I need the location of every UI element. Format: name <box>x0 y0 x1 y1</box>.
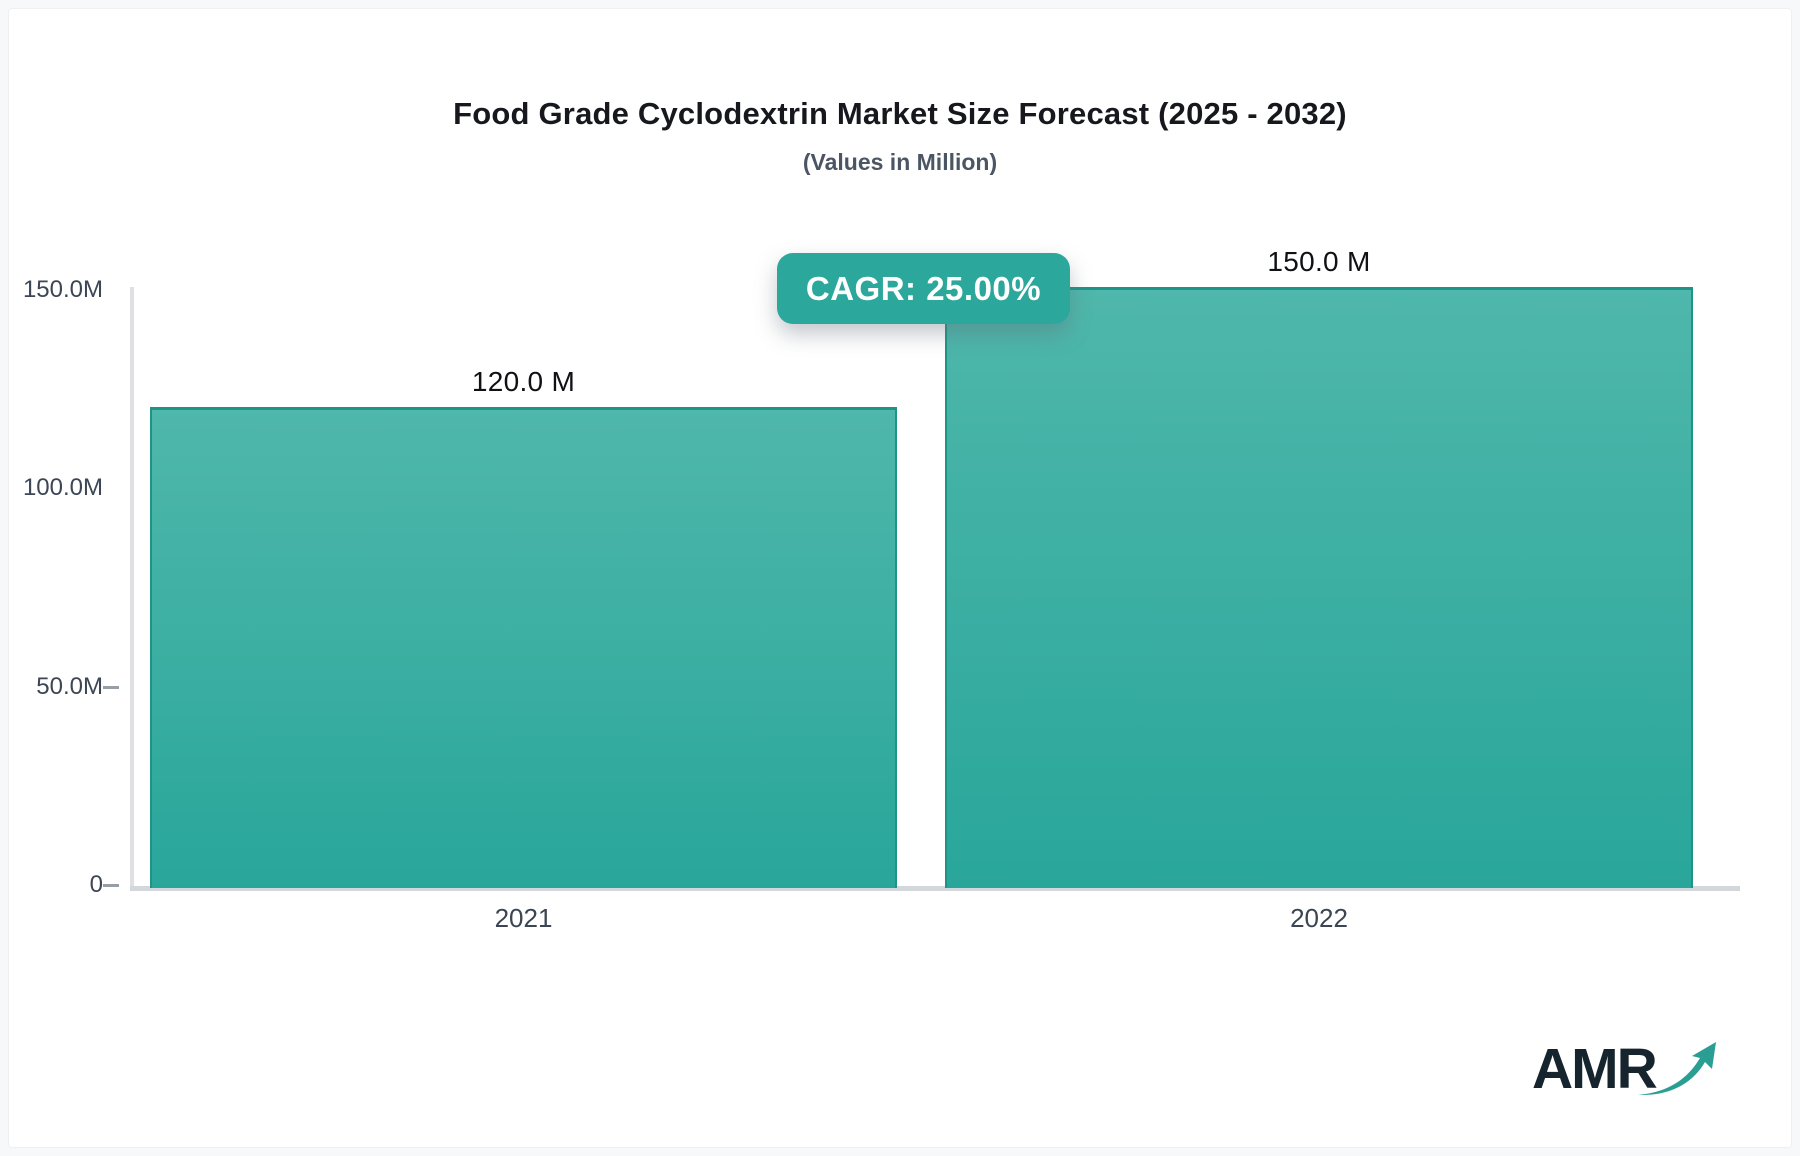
x-tick-label-2022: 2022 <box>1290 903 1348 933</box>
chart-title: Food Grade Cyclodextrin Market Size Fore… <box>453 96 1347 131</box>
bar-group-2021: 120.0 M <box>150 366 897 888</box>
y-axis-line <box>130 287 134 888</box>
y-tick-mark-50 <box>103 686 119 689</box>
y-tick-label-0: 0 <box>89 871 103 898</box>
amr-logo: AMR <box>1520 1030 1740 1110</box>
bar-group-2022: 150.0 M <box>945 246 1693 888</box>
x-tick-label-2021: 2021 <box>494 903 553 933</box>
cagr-badge: CAGR: 25.00% <box>777 253 1070 324</box>
y-tick-mark-0 <box>103 884 119 887</box>
y-tick-label-50: 50.0M <box>36 673 103 700</box>
y-tick-label-100: 100.0M <box>22 474 103 501</box>
bar-value-label-2022: 150.0 M <box>1267 246 1371 277</box>
bar-value-label-2021: 120.0 M <box>471 366 576 397</box>
amr-logo-text: AMR <box>1532 1037 1658 1101</box>
bar-2021 <box>150 407 897 888</box>
cagr-badge-label: CAGR: 25.00% <box>805 269 1042 307</box>
bar-2022 <box>945 287 1693 888</box>
y-tick-label-150: 150.0M <box>22 276 103 303</box>
amr-logo-arrow-icon <box>1638 1042 1716 1096</box>
x-axis-line <box>130 886 1740 891</box>
chart-subtitle: (Values in Million) <box>802 149 998 175</box>
